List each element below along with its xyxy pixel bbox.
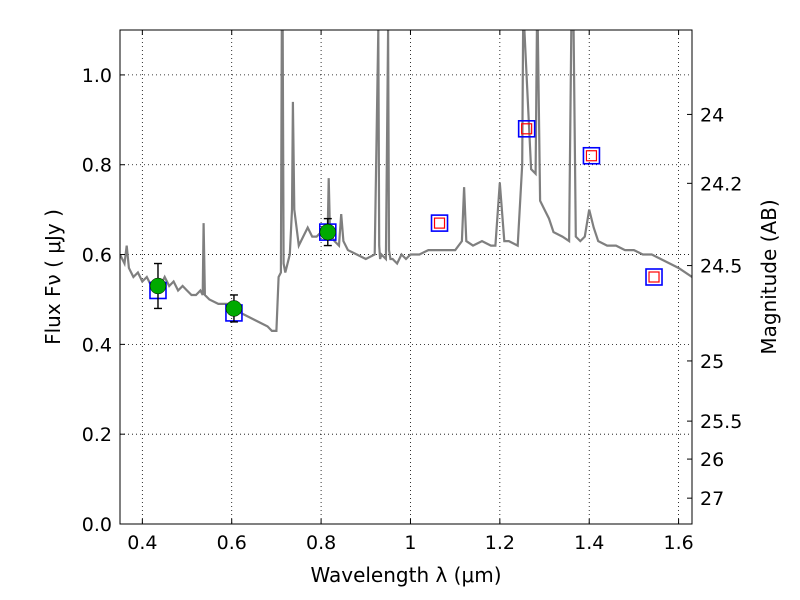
predicted-square-outer [582, 146, 601, 165]
plot-frame [119, 29, 693, 525]
right-axis-label: Magnitude (AB) [757, 199, 781, 354]
right-tick-label: 25 [700, 351, 724, 373]
predicted-square-outer [517, 120, 536, 138]
y-axis-label: Flux Fν ( μJy ) [41, 209, 65, 345]
points-layer [149, 120, 663, 323]
spectrum-line [120, 30, 692, 332]
y-tick-label: 0.4 [82, 334, 112, 356]
predicted-square-inner [521, 123, 533, 135]
predicted-square-outer [645, 268, 663, 286]
right-tick-label: 24.2 [700, 173, 742, 195]
x-tick-label: 0.8 [306, 532, 336, 554]
right-tick-label: 24.5 [700, 256, 742, 278]
y-tick-label: 1.0 [82, 65, 112, 87]
measured-point [319, 223, 337, 241]
right-tick-label: 27 [700, 488, 724, 510]
right-tick-label: 26 [700, 449, 724, 471]
measured-point [225, 300, 243, 317]
ticks: 0.4 0.6 0.8 1 1.2 1.4 1.6 0.0 0.2 0.4 0.6 0.8 1.0 24 2… [82, 30, 742, 554]
right-tick-label: 24 [700, 104, 724, 126]
x-tick-label: 1 [404, 532, 416, 554]
y-tick-label: 0.8 [82, 155, 112, 177]
x-tick-label: 1.2 [485, 532, 515, 554]
predicted-square-inner [585, 150, 598, 162]
measured-point [149, 277, 167, 295]
x-axis-label: Wavelength λ (μm) [310, 563, 501, 587]
x-tick-label: 1.4 [574, 532, 604, 554]
x-tick-label: 1.6 [663, 532, 693, 554]
predicted-square-outer [430, 214, 449, 232]
predicted-square-inner [433, 217, 446, 229]
y-tick-label: 0.0 [82, 514, 112, 536]
right-tick-label: 25.5 [700, 411, 742, 433]
predicted-square-inner [648, 271, 660, 283]
y-tick-label: 0.2 [82, 424, 112, 446]
spectrum-layer [120, 30, 692, 332]
x-tick-label: 0.4 [127, 532, 157, 554]
x-tick-label: 0.6 [217, 532, 247, 554]
y-tick-label: 0.6 [82, 245, 112, 267]
